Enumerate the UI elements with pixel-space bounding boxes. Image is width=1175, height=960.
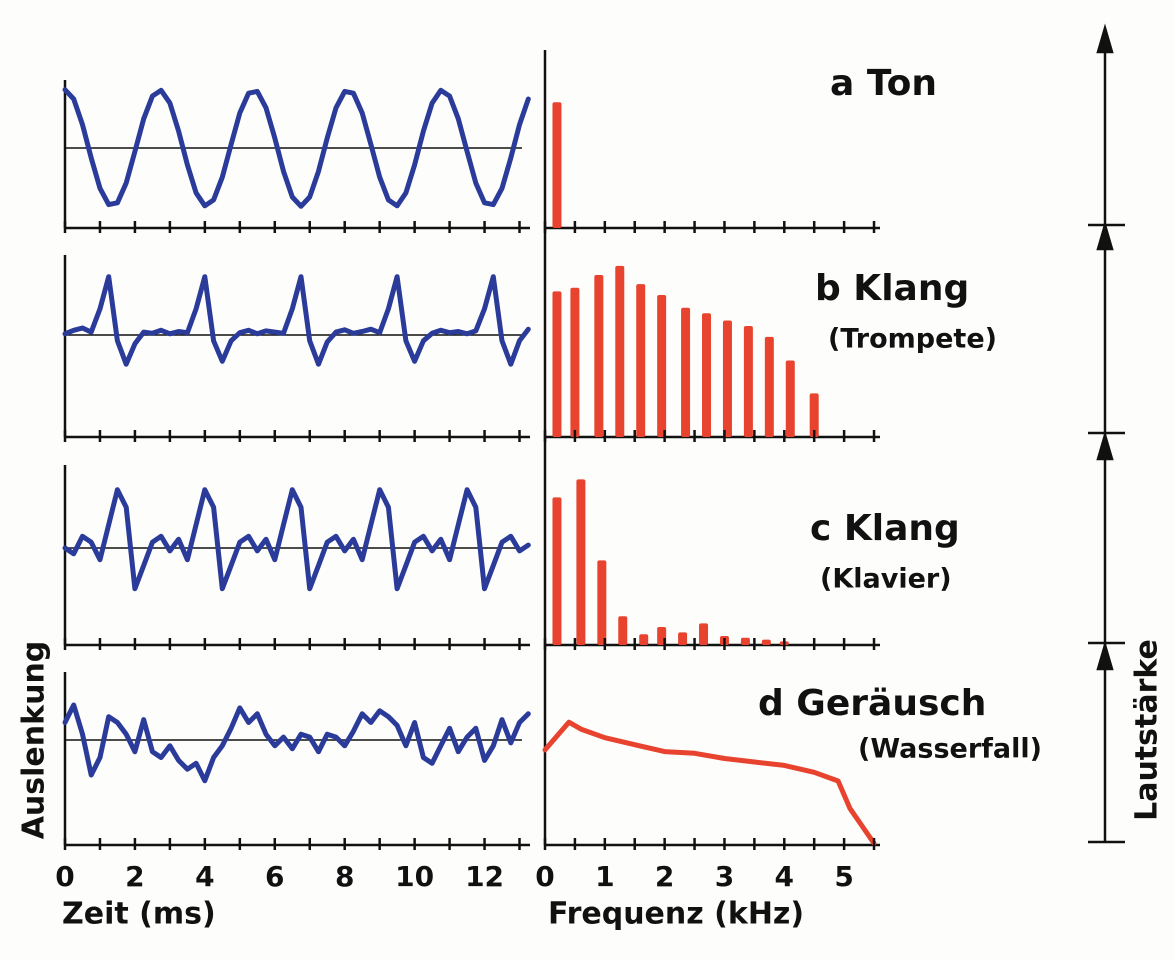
row-sublabel: (Klavier) [820, 564, 952, 595]
waveform [62, 274, 531, 367]
spectrum-bar [597, 560, 607, 645]
row-label: a Ton [830, 63, 937, 104]
loudness-axis [1088, 23, 1125, 844]
spectrum-bar [722, 320, 732, 437]
waveform [62, 487, 531, 592]
row-label: b Klang [815, 268, 969, 309]
x-axis-label: Frequenz (kHz) [548, 897, 804, 932]
spectrum-bar [657, 295, 667, 437]
spectrum-bar [552, 102, 562, 228]
spectrum-bar [809, 393, 819, 437]
row-label: c Klang [810, 508, 960, 549]
x-tick-label: 3 [715, 860, 734, 893]
x-tick-label: 8 [335, 860, 354, 893]
row-sublabel: (Wasserfall) [858, 734, 1042, 765]
spectrum-bar [552, 291, 562, 437]
x-tick-label: 2 [125, 860, 144, 893]
spectrum-bar [681, 307, 691, 437]
waveform [62, 702, 531, 784]
x-tick-label: 4 [195, 860, 214, 893]
arrowhead [1096, 640, 1114, 671]
x-tick-label: 12 [465, 860, 504, 893]
spectrum-bar [576, 479, 586, 645]
waveform [62, 87, 531, 209]
x-tick-label: 5 [834, 860, 853, 893]
spectrum-bar [764, 336, 774, 437]
row-sublabel: (Trompete) [828, 324, 997, 355]
spectrum-bar [618, 616, 628, 645]
spectrum-bar [699, 623, 709, 645]
x-tick-label: 4 [775, 860, 794, 893]
x-tick-label: 0 [535, 860, 554, 893]
spectrum-bar [615, 265, 625, 437]
spectrum-bar [785, 360, 795, 437]
spectrum-bar [552, 497, 562, 645]
spectrum-bar [740, 637, 750, 645]
row-label: d Geräusch [758, 683, 986, 724]
arrowhead [1096, 23, 1114, 54]
arrowhead [1096, 430, 1114, 461]
spectrum-bar [743, 325, 753, 437]
spectrum-bar [678, 632, 688, 645]
spectrum-bar [570, 287, 580, 437]
x-tick-label: 0 [55, 860, 74, 893]
y-axis-label: Auslenkung [17, 641, 52, 840]
loudness-label: Lautstärke [1130, 639, 1165, 821]
spectrum-bar [639, 634, 649, 645]
arrowhead [1096, 220, 1114, 251]
x-tick-label: 2 [655, 860, 674, 893]
spectrum-line [542, 719, 877, 846]
spectrum-bar [702, 313, 712, 437]
spectrum-bar [636, 284, 646, 437]
spectrum-bar [594, 275, 604, 437]
x-tick-label: 1 [595, 860, 614, 893]
x-tick-label: 6 [265, 860, 284, 893]
spectrum-bar [761, 639, 771, 645]
x-axis-label: Zeit (ms) [62, 897, 216, 932]
x-tick-label: 10 [395, 860, 434, 893]
